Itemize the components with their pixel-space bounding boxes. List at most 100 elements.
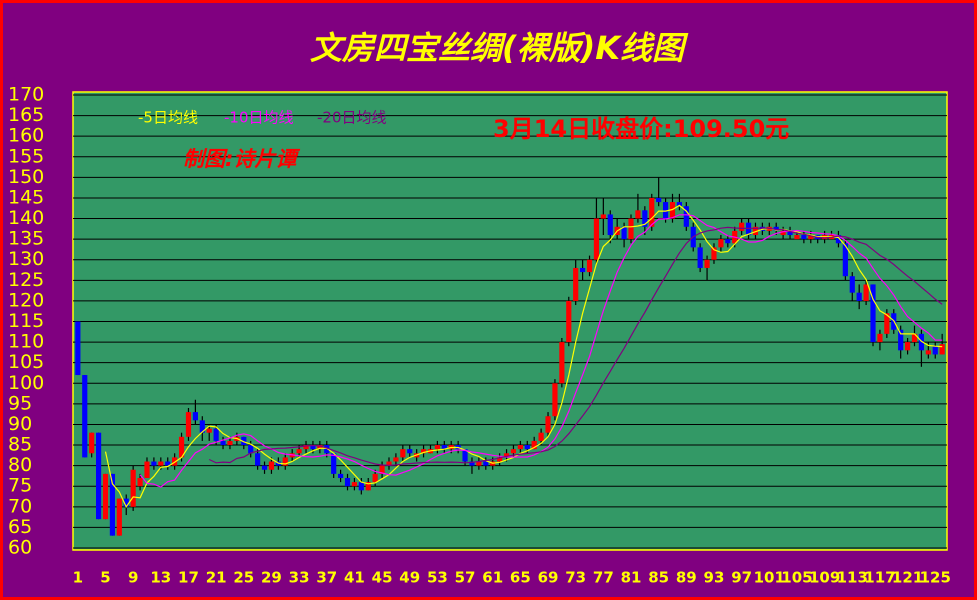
annotation: 3月14日收盘价:109.50元 — [493, 115, 789, 143]
candle-body — [904, 342, 911, 351]
y-tick-label: 140 — [8, 207, 44, 229]
y-tick-label: 70 — [8, 495, 32, 517]
x-tick-label: 37 — [316, 569, 337, 587]
candle-body — [586, 259, 593, 273]
candle-body — [642, 210, 648, 227]
y-tick-label: 145 — [8, 186, 44, 208]
candle-body — [932, 346, 938, 355]
x-tick-label: 73 — [565, 569, 586, 587]
candle-body — [517, 445, 523, 450]
candle-body — [82, 375, 88, 458]
candle-body — [469, 461, 475, 466]
candle-body — [510, 449, 517, 454]
candle-body — [773, 226, 779, 231]
candle-body — [662, 202, 669, 219]
candle-body — [787, 230, 793, 236]
x-tick-label: 45 — [372, 569, 393, 587]
candle-body — [559, 342, 565, 384]
candle-body — [683, 206, 689, 227]
x-tick-label: 109 — [809, 569, 840, 587]
x-tick-label: 17 — [178, 569, 199, 587]
candle-body — [213, 428, 219, 441]
candle-body — [849, 276, 855, 293]
candle-body — [856, 292, 862, 301]
candle-body — [600, 214, 606, 219]
x-tick-label: 33 — [289, 569, 310, 587]
y-tick-label: 155 — [8, 145, 44, 167]
candle-body — [123, 498, 129, 507]
candle-body — [407, 449, 413, 454]
candle-body — [898, 329, 904, 351]
x-tick-label: 89 — [676, 569, 697, 587]
x-tick-label: 81 — [621, 569, 642, 587]
x-tick-label: 77 — [593, 569, 614, 587]
candle-body — [365, 482, 371, 491]
candle-body — [268, 461, 275, 470]
candle-body — [317, 445, 323, 450]
candle-body — [185, 412, 192, 437]
candle-body — [248, 445, 254, 454]
y-tick-label: 165 — [8, 104, 44, 126]
x-tick-label: 41 — [344, 569, 365, 587]
candle-body — [842, 243, 848, 277]
x-tick-label: 25 — [233, 569, 254, 587]
x-tick-label: 105 — [781, 569, 812, 587]
candle-body — [939, 344, 945, 355]
y-tick-label: 170 — [8, 84, 44, 106]
candle-body — [628, 218, 634, 240]
candle-body — [462, 449, 468, 462]
y-tick-label: 95 — [8, 392, 32, 414]
candle-body — [918, 333, 925, 351]
candle-body — [877, 333, 883, 343]
candle-body — [282, 457, 288, 466]
x-tick-label: 117 — [864, 569, 895, 587]
candle-body — [130, 469, 136, 507]
candle-body — [178, 436, 185, 458]
candle-body — [635, 210, 641, 219]
x-tick-label: 9 — [128, 569, 138, 587]
x-tick-label: 61 — [482, 569, 503, 587]
candle-body — [725, 239, 731, 244]
candle-body — [296, 449, 302, 454]
candle-body — [669, 202, 676, 219]
x-tick-label: 13 — [150, 569, 171, 587]
candle-body — [151, 461, 157, 466]
candle-body — [794, 235, 800, 240]
candle-body — [261, 465, 268, 470]
candle-body — [137, 477, 143, 487]
candle-body — [476, 461, 482, 466]
candle-body — [593, 218, 600, 260]
candle-body — [331, 453, 337, 474]
candle-body — [441, 445, 447, 450]
candle-body — [538, 432, 544, 441]
candle-body — [835, 235, 842, 244]
x-tick-label: 1 — [73, 569, 83, 587]
candle-body — [206, 428, 212, 433]
y-tick-label: 150 — [8, 166, 44, 188]
candle-body — [310, 445, 316, 450]
candle-body — [344, 477, 351, 487]
annotation: 制图:诗片谭 — [183, 147, 300, 171]
candle-body — [102, 473, 109, 520]
candle-body — [704, 259, 710, 268]
candle-body — [400, 449, 406, 458]
candle-body — [95, 432, 102, 520]
candle-body — [870, 284, 876, 343]
candle-body — [884, 313, 890, 334]
candle-body — [75, 321, 81, 376]
candle-body — [621, 226, 627, 240]
candle-body — [545, 416, 551, 433]
candle-body — [573, 267, 579, 301]
candle-body — [116, 498, 122, 536]
candle-body — [372, 473, 378, 483]
candle-body — [808, 235, 814, 240]
candle-body — [351, 482, 358, 487]
candle-body — [697, 247, 703, 268]
candle-body — [503, 453, 510, 458]
candle-body — [393, 457, 399, 462]
y-tick-label: 120 — [8, 289, 44, 311]
ma-line — [208, 226, 943, 467]
x-tick-label: 49 — [399, 569, 420, 587]
